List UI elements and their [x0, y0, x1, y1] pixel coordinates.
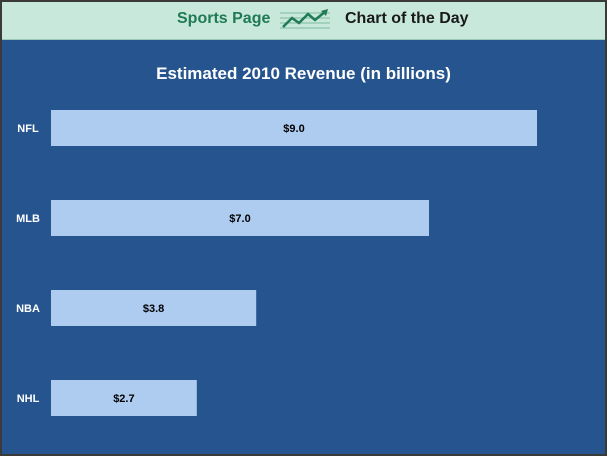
chart-title: Estimated 2010 Revenue (in billions)	[156, 64, 451, 83]
value-label-nba: $3.8	[143, 303, 164, 315]
category-label-mlb: MLB	[16, 213, 40, 225]
category-label-nhl: NHL	[17, 393, 40, 405]
brand-title: Sports Page	[177, 10, 271, 27]
banner: Sports Page Chart of the Day	[2, 2, 605, 40]
category-label-nfl: NFL	[17, 123, 39, 135]
value-label-nhl: $2.7	[113, 393, 134, 405]
bar-nfl	[51, 110, 537, 146]
bar-nba	[51, 290, 257, 326]
bar-nhl	[51, 380, 197, 416]
value-label-nfl: $9.0	[283, 123, 304, 135]
category-label-nba: NBA	[16, 303, 40, 315]
bar-mlb	[51, 200, 429, 236]
trend-chart-icon	[280, 8, 330, 37]
value-label-mlb: $7.0	[229, 213, 250, 225]
banner-subtitle: Chart of the Day	[345, 10, 469, 27]
